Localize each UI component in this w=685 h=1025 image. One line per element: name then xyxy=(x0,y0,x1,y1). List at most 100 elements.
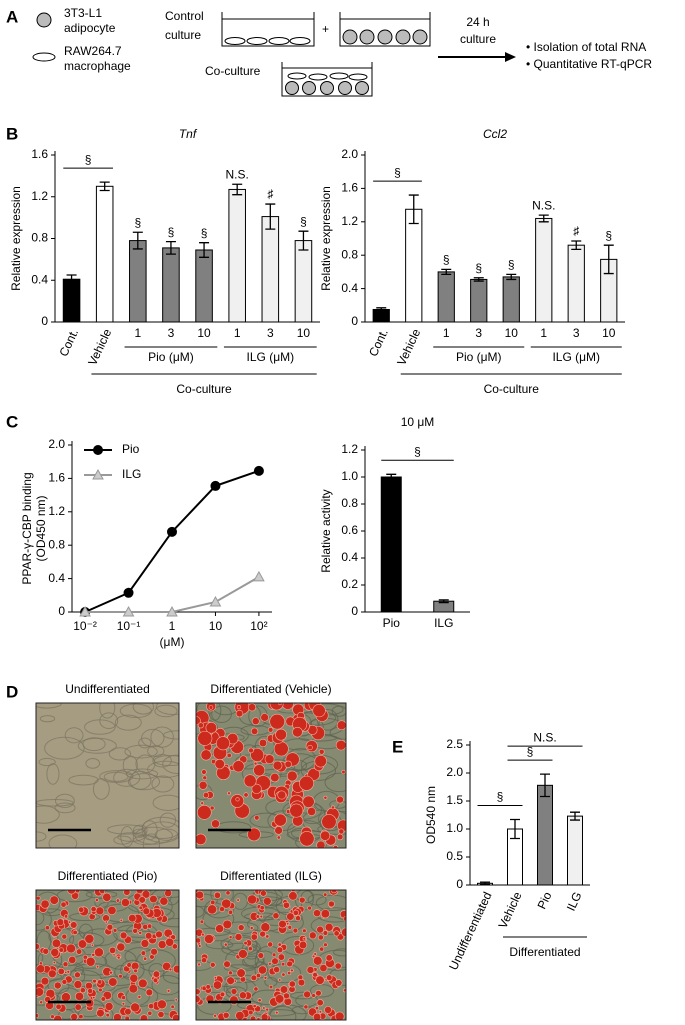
lipid-droplet xyxy=(44,925,50,931)
lipid-droplet xyxy=(104,1002,114,1011)
significance-label: ♯ xyxy=(267,187,273,201)
x-tick-label: 10 xyxy=(602,326,616,340)
error-bar xyxy=(571,240,582,251)
cell xyxy=(38,757,56,767)
lipid-droplet xyxy=(196,937,202,944)
lipid-droplet xyxy=(336,795,344,804)
cell xyxy=(64,727,84,744)
lipid-droplet xyxy=(79,987,86,994)
cell xyxy=(47,978,70,994)
lipid-droplet xyxy=(51,938,62,948)
x-tick-label: 1 xyxy=(234,326,241,340)
lipid-droplet xyxy=(92,978,97,984)
lipid-droplet xyxy=(128,984,138,994)
cell xyxy=(48,834,78,848)
lipid-droplet xyxy=(70,921,78,929)
lipid-droplet xyxy=(255,914,260,919)
lipid-droplet xyxy=(123,890,131,896)
x-tick-label: Undifferentiated xyxy=(446,890,494,973)
panel-label: C xyxy=(6,412,18,431)
micrograph-title: Differentiated (Pio) xyxy=(58,869,158,883)
lipid-droplet xyxy=(196,995,201,1003)
bar xyxy=(261,216,280,323)
micrograph-title: Differentiated (ILG) xyxy=(220,869,322,883)
lipid-droplet xyxy=(251,717,260,726)
lipid-droplet xyxy=(170,1004,175,1009)
lipid-droplet xyxy=(262,1006,266,1010)
lipid-droplet xyxy=(67,920,72,924)
marker xyxy=(166,605,178,617)
frame xyxy=(195,702,347,849)
y-tick-label: 0.4 xyxy=(48,571,65,585)
lipid-droplet xyxy=(323,795,328,800)
lipid-droplet xyxy=(165,937,175,947)
lipid-droplet xyxy=(336,833,344,841)
lipid-droplet xyxy=(312,956,323,966)
bar xyxy=(535,217,553,323)
cell xyxy=(150,726,174,748)
lipid-droplet xyxy=(157,940,167,949)
lipid-droplet xyxy=(74,890,81,894)
lipid-droplet xyxy=(319,964,328,973)
lipid-droplet xyxy=(197,730,213,746)
lipid-droplet xyxy=(94,898,99,902)
lipid-droplet xyxy=(99,890,106,895)
label: • Isolation of total RNA xyxy=(526,40,646,54)
group-label: Pio (μM) xyxy=(148,350,194,364)
cell xyxy=(44,736,85,760)
lipid-droplet xyxy=(138,896,146,904)
lipid-droplet xyxy=(139,1014,149,1020)
lipid-droplet xyxy=(292,909,299,916)
lipid-droplet xyxy=(260,890,267,897)
lipid-droplet xyxy=(267,727,274,733)
lipid-droplet xyxy=(298,940,308,950)
lipid-droplet xyxy=(56,918,65,927)
y-tick-label: 2.0 xyxy=(341,147,358,161)
cell xyxy=(77,1004,114,1020)
lipid-droplet xyxy=(239,991,247,1000)
lipid-droplet xyxy=(113,1013,122,1020)
error-bar xyxy=(603,244,614,275)
micrograph xyxy=(36,703,179,848)
marker xyxy=(122,605,135,617)
lipid-droplet xyxy=(282,901,290,909)
lipid-droplet xyxy=(211,819,220,829)
lipid-droplet xyxy=(290,968,294,973)
lipid-droplet xyxy=(197,962,201,967)
arrowhead xyxy=(505,52,516,62)
y-tick-label: 0.6 xyxy=(341,523,358,537)
y-tick-label: 0 xyxy=(456,877,463,891)
cell xyxy=(107,824,146,835)
lipid-droplet xyxy=(150,947,158,956)
significance-label: § xyxy=(300,214,307,228)
lipid-droplet xyxy=(58,947,64,953)
lipid-droplet xyxy=(283,997,292,1006)
lipid-droplet xyxy=(229,995,239,1005)
lipid-droplet xyxy=(258,965,267,975)
lipid-droplet xyxy=(116,955,121,960)
lipid-droplet xyxy=(73,980,83,989)
lipid-droplet xyxy=(52,960,56,965)
lipid-droplet xyxy=(148,1003,155,1010)
lipid-droplet xyxy=(108,977,118,987)
cell xyxy=(232,892,248,910)
marker xyxy=(123,587,134,598)
lipid-droplet xyxy=(255,973,261,979)
lipid-droplet xyxy=(335,739,346,751)
label: 3T3-L1 xyxy=(64,6,102,20)
lipid-droplet xyxy=(204,934,214,944)
y-axis-label: OD540 nm xyxy=(424,786,438,844)
lipid-droplet xyxy=(168,967,173,972)
lipid-droplet xyxy=(144,932,153,940)
error-bar xyxy=(473,277,484,282)
lipid-droplet xyxy=(297,978,306,987)
lipid-droplet xyxy=(307,807,317,816)
lipid-droplet xyxy=(92,995,96,1000)
x-tick-label: 3 xyxy=(573,326,580,340)
significance-label: § xyxy=(508,258,515,272)
lipid-droplet xyxy=(336,720,346,731)
lipid-droplet xyxy=(253,764,266,777)
lipid-droplet xyxy=(36,964,46,974)
lipid-droplet xyxy=(40,899,50,909)
cell xyxy=(113,835,132,845)
